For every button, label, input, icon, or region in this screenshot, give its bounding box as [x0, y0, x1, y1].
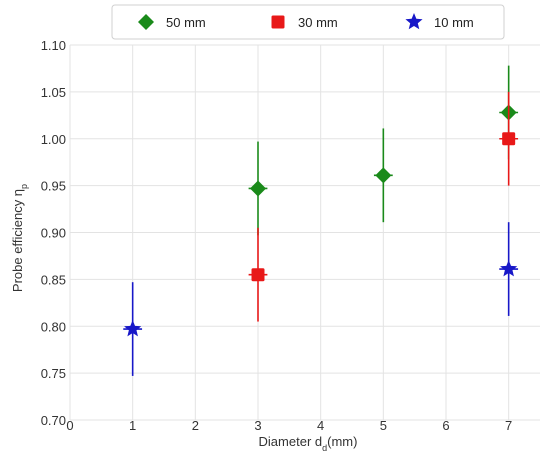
y-axis-label: Probe efficiency ηp [10, 184, 29, 292]
data-point [375, 167, 392, 184]
y-tick-labels: 0.70 0.75 0.80 0.85 0.90 0.95 1.00 1.05 1.10 [41, 38, 66, 428]
y-tick-label: 1.10 [41, 38, 66, 53]
x-tick-labels: 0 1 2 3 4 5 6 7 [66, 418, 512, 433]
data-point [502, 132, 516, 146]
y-tick-label: 0.90 [41, 226, 66, 241]
series-star [123, 222, 519, 376]
x-tick-label: 3 [254, 418, 261, 433]
y-tick-label: 0.70 [41, 413, 66, 428]
grid [69, 44, 540, 421]
series-square [248, 91, 519, 322]
legend-label: 30 mm [298, 15, 338, 30]
legend-label: 50 mm [166, 15, 206, 30]
y-tick-label: 1.00 [41, 132, 66, 147]
legend-marker-square [271, 15, 285, 29]
x-tick-label: 2 [192, 418, 199, 433]
x-tick-label: 5 [380, 418, 387, 433]
y-tick-label: 0.95 [41, 179, 66, 194]
y-tick-label: 0.75 [41, 366, 66, 381]
x-tick-label: 0 [66, 418, 73, 433]
x-axis-label: Diameter dd(mm) [259, 434, 358, 453]
x-tick-label: 4 [317, 418, 324, 433]
data-point [251, 268, 265, 282]
data-point [250, 180, 266, 197]
data-point [500, 260, 518, 277]
x-tick-label: 6 [442, 418, 449, 433]
y-tick-label: 0.80 [41, 319, 66, 334]
x-tick-label: 1 [129, 418, 136, 433]
legend-marker-diamond [138, 14, 154, 30]
legend: 50 mm 30 mm 10 mm [111, 4, 505, 40]
data-point [124, 320, 142, 337]
series-diamond [248, 65, 519, 236]
legend-marker-star [405, 13, 423, 30]
x-tick-label: 7 [505, 418, 512, 433]
data-series [123, 65, 519, 376]
y-tick-label: 1.05 [41, 85, 66, 100]
legend-label: 10 mm [434, 15, 474, 30]
legend-box [111, 4, 505, 40]
y-tick-label: 0.85 [41, 272, 66, 287]
